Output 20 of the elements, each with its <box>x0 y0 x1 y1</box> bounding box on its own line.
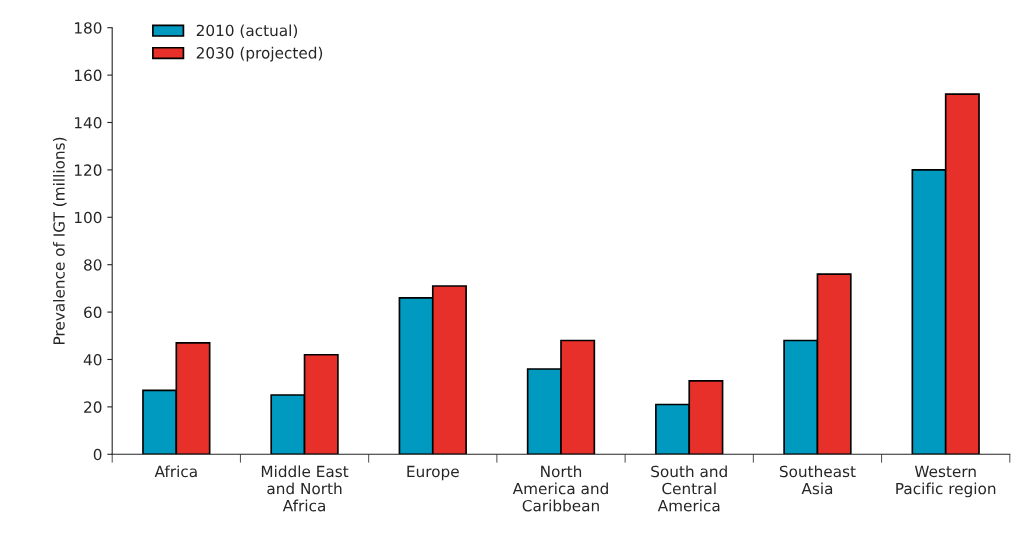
y-tick-label: 60 <box>84 306 102 319</box>
x-tick-label: Middle East and North Africa <box>261 465 349 512</box>
y-tick-label: 0 <box>93 448 102 461</box>
x-tick-label: South and Central America <box>651 465 727 512</box>
y-tick-label: 20 <box>84 401 102 413</box>
x-tick-label: North America and Caribbean <box>512 465 608 512</box>
y-tick-label: 120 <box>74 164 102 176</box>
x-tick-label: Western Pacific region <box>896 465 996 498</box>
y-axis-title: Prevalence of IGT (millions) <box>52 137 67 344</box>
y-tick-label: 40 <box>83 353 102 366</box>
y-tick-label: 180 <box>74 22 102 34</box>
x-tick-label: Southeast Asia <box>779 465 856 495</box>
x-tick-label: Europe <box>407 465 459 481</box>
x-tick-label: Africa <box>154 465 197 478</box>
legend-label: 2030 (projected) <box>196 46 323 62</box>
y-tick-label: 80 <box>84 259 102 271</box>
y-tick-label: 140 <box>74 116 102 129</box>
y-tick-label: 100 <box>74 211 102 224</box>
legend-label: 2010 (actual) <box>196 24 298 39</box>
y-tick-label: 160 <box>74 69 102 82</box>
